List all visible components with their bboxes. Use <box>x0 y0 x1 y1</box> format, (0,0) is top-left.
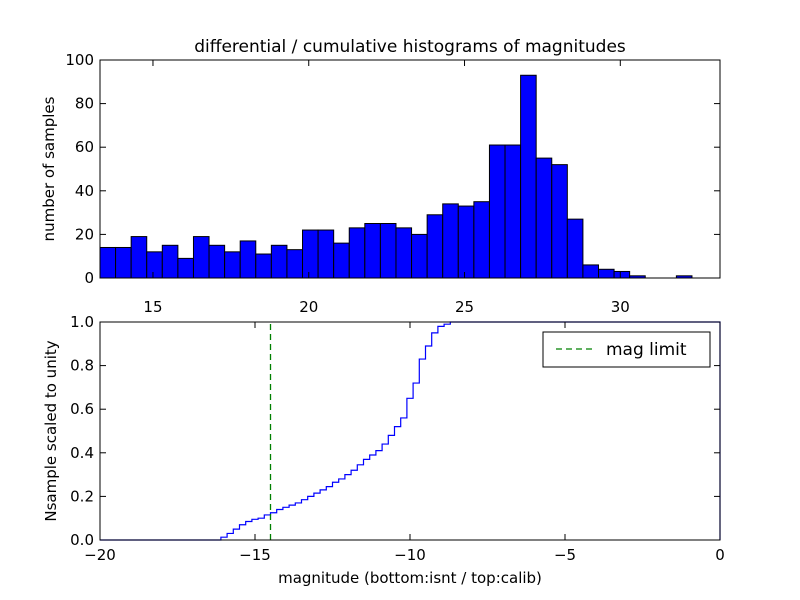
top-x-tick-label: 25 <box>455 298 474 316</box>
top-x-tick-label: 30 <box>611 298 630 316</box>
histogram-bar <box>224 251 241 279</box>
bottom-x-tick-label: −10 <box>394 546 426 564</box>
histogram-bar <box>115 246 132 279</box>
bottom-y-tick-label: 0.6 <box>70 400 94 418</box>
histogram-bar <box>566 218 584 279</box>
top-y-tick-label: 0 <box>84 269 94 287</box>
histogram-bar <box>535 157 553 279</box>
histogram-bar <box>192 236 210 279</box>
bottom-y-tick-label: 0.2 <box>70 487 94 505</box>
histogram-bar <box>161 244 179 279</box>
top-x-tick-label: 20 <box>299 298 318 316</box>
histogram-bar <box>130 236 148 279</box>
top-ylabel: number of samples <box>40 96 58 241</box>
histogram-bar <box>582 264 599 279</box>
histogram-bar <box>146 251 163 279</box>
top-y-tick-label: 80 <box>75 95 94 113</box>
histogram-bar <box>177 257 194 279</box>
histogram-bar <box>488 144 506 279</box>
bottom-x-tick-label: 0 <box>715 546 725 564</box>
top-y-tick-label: 20 <box>75 225 94 243</box>
histogram-bar <box>286 249 304 279</box>
chart-title: differential / cumulative histograms of … <box>194 37 626 57</box>
top-plot-frame <box>99 59 721 279</box>
bottom-y-tick-label: 0.0 <box>70 531 94 549</box>
bottom-x-tick-label: −5 <box>554 546 576 564</box>
histogram-bar <box>597 268 615 279</box>
histogram-bar <box>239 240 257 279</box>
bottom-ylabel: Nsample scaled to unity <box>42 340 60 521</box>
top-y-tick-label: 40 <box>75 182 94 200</box>
histogram-bar <box>364 223 381 279</box>
histogram-bar <box>426 214 444 279</box>
histogram-bar <box>99 246 117 279</box>
histogram-bar <box>473 201 490 279</box>
bottom-xlabel: magnitude (bottom:isnt / top:calib) <box>278 569 542 587</box>
legend: mag limit <box>542 331 711 368</box>
histogram-bar <box>255 253 272 279</box>
histogram-bar <box>379 223 397 279</box>
histogram-bar <box>348 227 366 279</box>
histogram-bar <box>442 203 459 279</box>
histogram-bar <box>457 205 475 279</box>
histogram-bar <box>551 164 568 279</box>
histogram-bar <box>333 242 350 279</box>
cumulative-step-line <box>100 321 721 541</box>
histogram-bar <box>317 229 335 279</box>
histogram-bar <box>504 144 522 279</box>
top-y-tick-label: 60 <box>75 138 94 156</box>
bottom-x-tick-label: −15 <box>239 546 271 564</box>
histogram-bar <box>411 233 428 279</box>
top-histogram-panel: differential / cumulative histograms of … <box>40 37 721 316</box>
histogram-bar <box>613 270 631 279</box>
histogram-bar <box>395 227 413 279</box>
histogram-bar <box>302 229 319 279</box>
bottom-y-tick-label: 1.0 <box>70 313 94 331</box>
legend-label: mag limit <box>606 340 687 360</box>
bottom-y-tick-label: 0.8 <box>70 357 94 375</box>
histogram-bar <box>520 74 537 279</box>
bottom-y-tick-label: 0.4 <box>70 444 94 462</box>
top-x-tick-label: 15 <box>143 298 162 316</box>
histogram-bar <box>270 244 288 279</box>
histogram-bar <box>208 244 226 279</box>
bottom-x-tick-label: −20 <box>84 546 116 564</box>
bottom-cumulative-panel: −20 −15 −10 −5 0 0.0 0.2 0.4 0.6 0.8 1.0 Nsample s… <box>42 313 725 587</box>
top-y-tick-label: 100 <box>65 51 94 69</box>
